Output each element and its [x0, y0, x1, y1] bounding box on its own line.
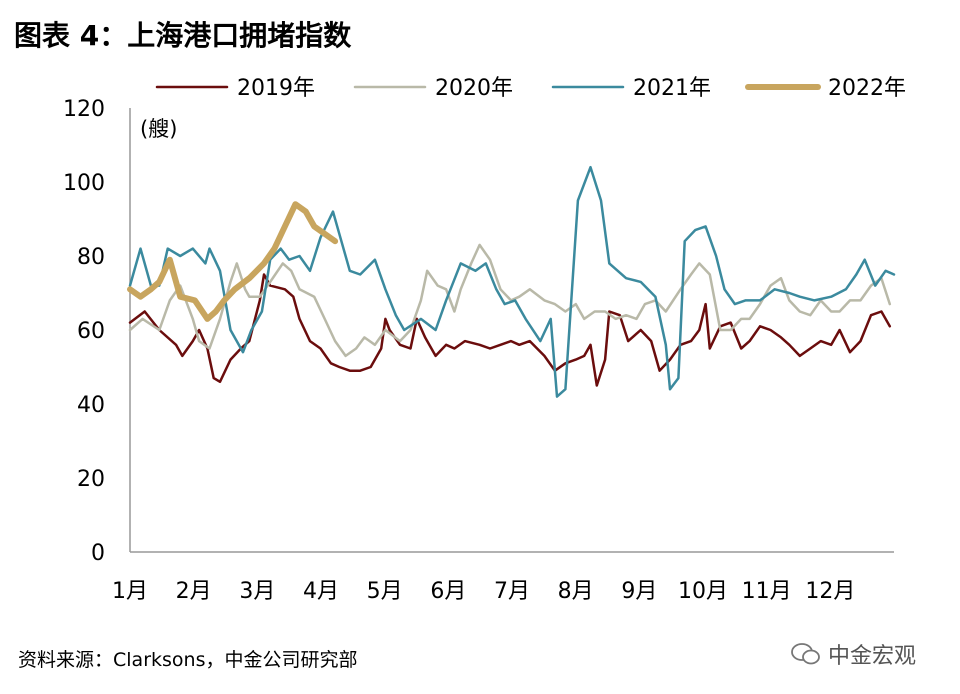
x-tick-label: 7月 — [494, 579, 530, 604]
y-axis-label: (艘) — [140, 117, 177, 141]
watermark: 中金宏观 — [790, 638, 916, 670]
x-tick-label: 2月 — [176, 579, 212, 604]
x-tick-label: 8月 — [558, 579, 594, 604]
x-tick-label: 4月 — [303, 579, 339, 604]
y-tick-label: 80 — [77, 245, 105, 270]
y-tick-label: 40 — [77, 393, 105, 418]
series-line-2020 — [128, 243, 892, 358]
y-ticks: 0 20 40 60 80 100 120 — [63, 97, 105, 566]
series-line-2019 — [128, 273, 892, 387]
x-tick-label: 6月 — [430, 579, 466, 604]
y-tick-label: 60 — [77, 319, 105, 344]
x-tick-label: 12月 — [805, 579, 855, 604]
legend-label: 2021年 — [633, 76, 711, 101]
y-tick-label: 120 — [63, 97, 105, 122]
x-ticks: 1月 2月 3月 4月 5月 6月 7月 8月 9月 10月 11月 12月 — [112, 579, 855, 604]
source-note: 资料来源：Clarksons，中金公司研究部 — [18, 649, 358, 671]
series-line-2021 — [128, 165, 896, 398]
legend: 2019年 2020年 2021年 2022年 — [155, 76, 906, 101]
chart-title: 图表 4：上海港口拥堵指数 — [14, 19, 352, 52]
series-line-2022 — [127, 201, 339, 322]
legend-label: 2020年 — [435, 76, 513, 101]
x-tick-label: 1月 — [112, 579, 148, 604]
y-tick-label: 100 — [63, 171, 105, 196]
x-tick-label: 11月 — [742, 579, 792, 604]
y-tick-label: 20 — [77, 467, 105, 492]
wechat-icon — [791, 643, 820, 665]
x-tick-label: 5月 — [367, 579, 403, 604]
x-tick-label: 9月 — [621, 579, 657, 604]
x-tick-label: 10月 — [678, 579, 728, 604]
y-tick-label: 0 — [91, 541, 105, 566]
series-lines — [127, 165, 896, 398]
x-tick-label: 3月 — [239, 579, 275, 604]
legend-label: 2019年 — [237, 76, 315, 101]
legend-label: 2022年 — [828, 76, 906, 101]
watermark-text: 中金宏观 — [828, 644, 917, 669]
